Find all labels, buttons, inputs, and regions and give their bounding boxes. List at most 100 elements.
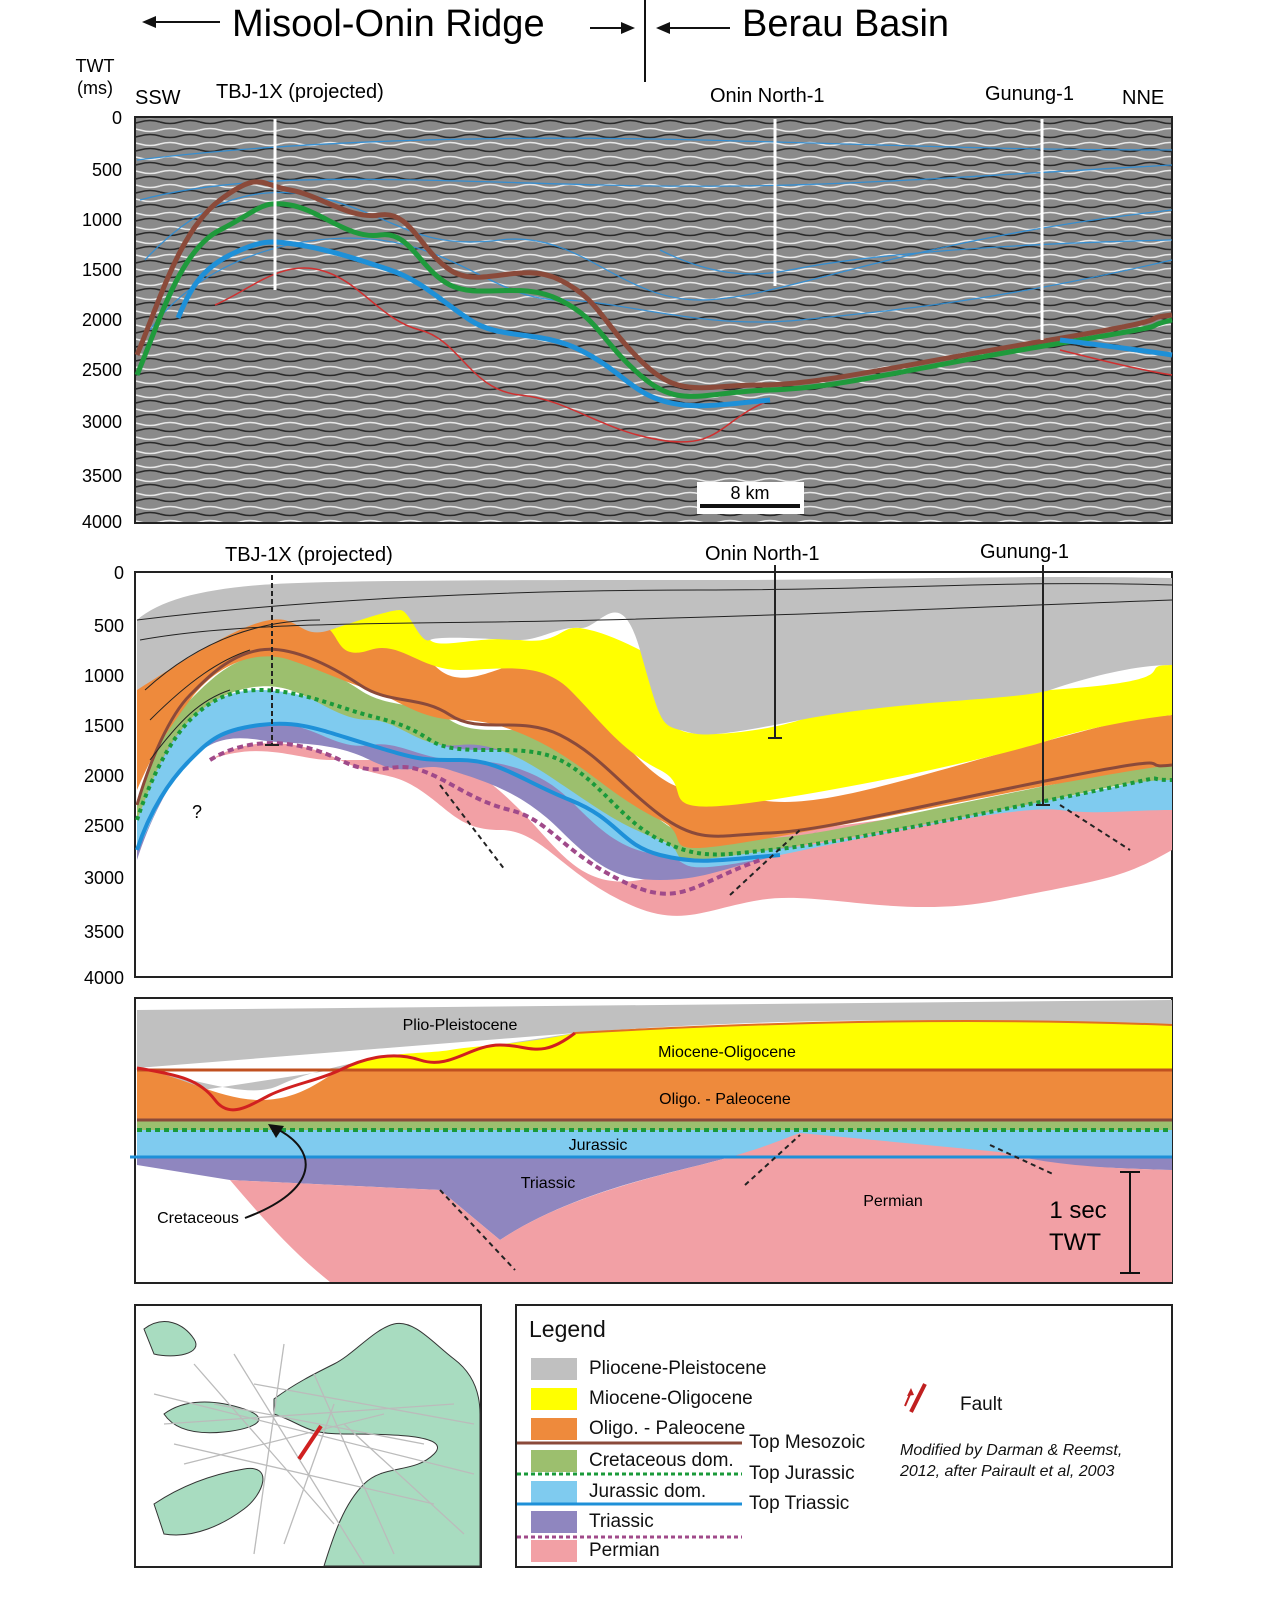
interp-tick-3500: 3500 [84,922,124,942]
direction-ssw: SSW [135,87,181,109]
legend-label-cretaceous: Cretaceous dom. [589,1450,734,1471]
legend-label-plio: Pliocene-Pleistocene [589,1358,767,1379]
scale-bar-bg [697,482,804,514]
map-landmass-island-west [163,1401,260,1434]
strata-lines [136,583,1173,761]
legend-label-jurassic: Jurassic dom. [589,1481,707,1502]
horizon-top-permian [208,741,761,896]
legend-swatch-permian [531,1540,577,1562]
restored-unit-triassic [137,1135,1172,1240]
well-label-onin-north-1: Onin North-1 [710,85,825,107]
scale-bar-label: 8 km [730,483,769,503]
section-header: Misool-Onin Ridge Berau Basin [142,0,949,82]
label-cretaceous: Cretaceous [157,1210,239,1227]
seismic-axis-ticks: 0 500 1000 1500 2000 2500 3000 3500 4000 [82,108,122,532]
interp-tick-2500: 2500 [84,816,124,836]
tick-3500: 3500 [82,466,122,486]
seismic-section: TWT (ms) SSW NNE TBJ-1X (projected) Onin… [76,56,1173,532]
legend-swatch-plio [531,1358,577,1380]
time-scale-label-1: 1 sec [1049,1197,1106,1224]
legend-title: Legend [529,1316,606,1342]
interp-tick-4000: 4000 [84,968,124,988]
fault-icon [904,1383,927,1413]
legend-horizon-lines [517,1441,742,1506]
interp-axis-ticks: 0 500 1000 1500 2000 2500 3000 3500 4000 [84,563,124,988]
location-map [134,1304,482,1568]
legend-label-oligo: Oligo. - Paleocene [589,1418,746,1439]
interpreted-section: TBJ-1X (projected) Onin North-1 Gunung-1… [84,541,1173,988]
interp-tick-1000: 1000 [84,666,124,686]
map-section-line [297,1424,323,1461]
right-region-label: Berau Basin [742,3,949,45]
legend-swatch-cretaceous [531,1450,577,1472]
interp-well-label-onin-north-1: Onin North-1 [705,543,820,565]
tick-1000: 1000 [82,210,122,230]
direction-nne: NNE [1122,87,1164,109]
legend-item-plio: Pliocene-Pleistocene [531,1356,766,1382]
restored-unit-permian [230,1133,1172,1282]
left-region-label: Misool-Onin Ridge [232,3,545,45]
twt-axis-unit: (ms) [77,78,113,98]
unit-oligo-paleocene [137,613,1172,849]
tick-2500: 2500 [82,360,122,380]
label-triassic: Triassic [521,1175,576,1192]
tick-0: 0 [112,108,122,128]
legend-label-top-triassic: Top Triassic [749,1493,850,1514]
horizon-top-jurassic [135,687,1173,857]
unit-jurassic [137,690,1172,868]
twt-axis-label: TWT [76,56,115,76]
interp-tick-0: 0 [114,563,124,583]
restored-unit-miocene-oligocene [340,1021,1172,1070]
legend-panel: Legend Pliocene-Pleistocene Miocene-Olig… [515,1304,1173,1568]
interp-tick-500: 500 [94,616,124,636]
well-label-gunung-1: Gunung-1 [985,83,1074,105]
well-label-tbj1x: TBJ-1X (projected) [216,81,384,103]
legend-label-fault: Fault [960,1394,1003,1415]
legend-item-miocene: Miocene-Oligocene [531,1386,753,1412]
legend-label-permian: Permian [589,1540,660,1561]
tick-500: 500 [92,160,122,180]
tick-1500: 1500 [82,260,122,280]
legend-swatch-oligo [531,1418,577,1440]
restored-unit-oligo-paleocene [137,1068,1172,1120]
unit-plio-pleistocene [137,577,1172,735]
legend-triassic-top-line [517,1535,742,1539]
horizon-top-mesozoic [135,647,1173,838]
map-landmass-island-sw [153,1468,264,1536]
legend-swatch-miocene [531,1388,577,1410]
seismic-image [134,116,1173,524]
legend-label-miocene: Miocene-Oligocene [589,1388,753,1409]
interp-tick-3000: 3000 [84,868,124,888]
unit-cretaceous [137,654,1172,860]
label-permian: Permian [863,1193,923,1210]
legend-label-triassic: Triassic [589,1511,654,1532]
legend-item-triassic: Triassic [531,1509,654,1535]
horizon-top-triassic [135,721,781,863]
legend-swatch-jurassic [531,1481,577,1503]
legend-label-top-mesozoic: Top Mesozoic [749,1432,866,1453]
label-jurassic: Jurassic [569,1137,628,1154]
legend-item-cretaceous: Cretaceous dom. [531,1448,734,1474]
label-miocene-oligocene: Miocene-Oligocene [658,1044,796,1061]
question-mark: ? [192,802,202,822]
map-landmass-main [273,1322,481,1567]
cretaceous-arrow [244,1127,307,1219]
time-scale-label-2: TWT [1049,1229,1101,1256]
unit-miocene-oligocene [330,610,1172,807]
label-plio-pleistocene: Plio-Pleistocene [403,1017,518,1034]
legend-item-oligo: Oligo. - Paleocene [531,1416,745,1442]
legend-swatch-triassic [531,1511,577,1533]
interp-well-label-gunung-1: Gunung-1 [980,541,1069,563]
tick-2000: 2000 [82,310,122,330]
restored-unconformity [136,1031,576,1112]
tick-3000: 3000 [82,412,122,432]
legend-label-top-jurassic: Top Jurassic [749,1463,855,1484]
legend-item-permian: Permian [531,1538,660,1564]
interp-tick-1500: 1500 [84,716,124,736]
credit-text: Modified by Darman & Reemst, 2012, after… [900,1440,1122,1482]
interp-well-label-tbj1x: TBJ-1X (projected) [225,544,393,566]
interp-tick-2000: 2000 [84,766,124,786]
interp-faults [439,784,1131,896]
restored-section: Plio-Pleistocene Miocene-Oligocene Oligo… [130,997,1173,1284]
tick-4000: 4000 [82,512,122,532]
